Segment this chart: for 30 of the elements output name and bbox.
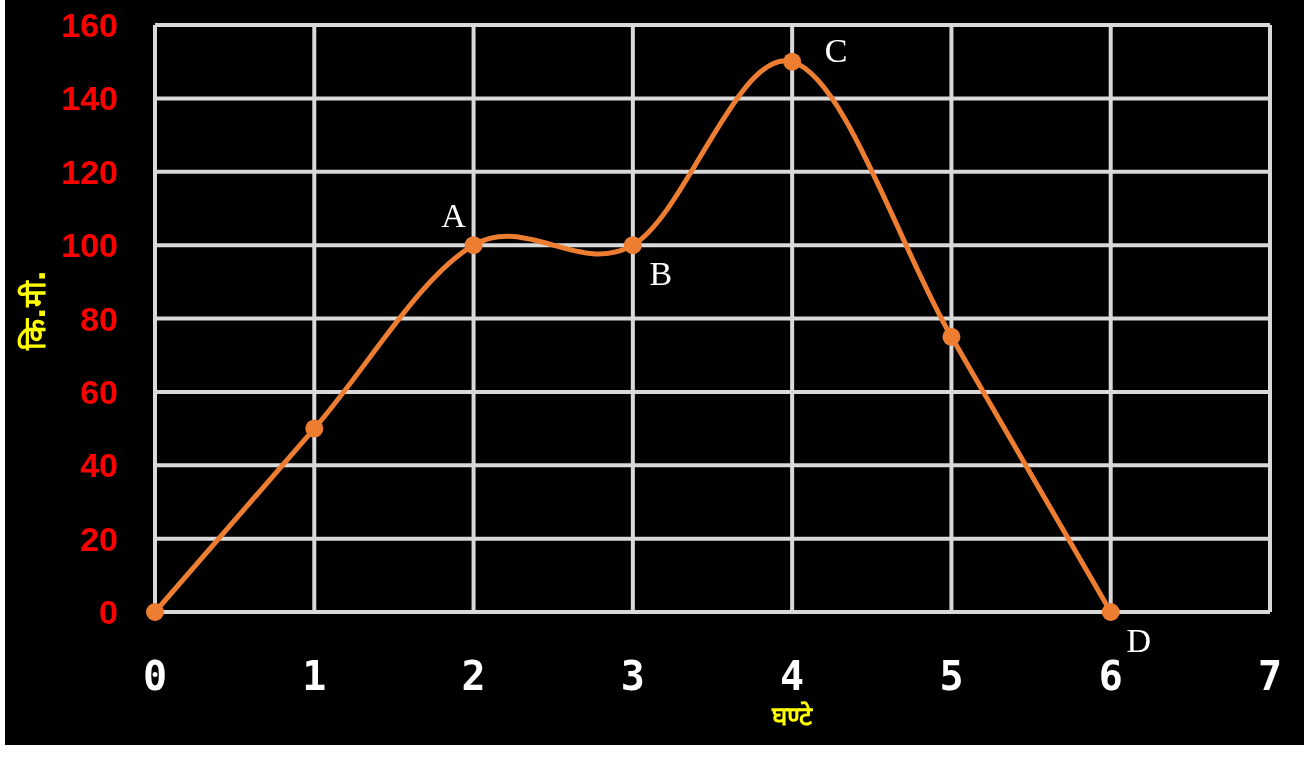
y-tick-label: 140: [61, 79, 118, 118]
y-tick-label: 60: [80, 372, 118, 411]
point: [942, 327, 961, 346]
x-tick-label: 4: [780, 653, 805, 699]
x-tick-label: 6: [1098, 653, 1123, 699]
y-tick-label: 120: [61, 152, 118, 191]
y-tick-label: 40: [80, 446, 118, 485]
point: [305, 419, 324, 438]
annotation: B: [649, 255, 673, 293]
y-axis-title: कि.मी.: [17, 270, 52, 351]
x-tick-label: 3: [620, 653, 645, 699]
x-tick-label: 1: [302, 653, 327, 699]
point: [623, 236, 642, 255]
y-tick-label: 20: [80, 519, 118, 558]
x-tick-label: 2: [461, 653, 486, 699]
x-tick-label: 0: [142, 653, 168, 699]
point: [146, 603, 164, 621]
point: [464, 236, 483, 255]
x-tick-label: 7: [1257, 653, 1283, 699]
point: [783, 52, 802, 71]
annotation: C: [824, 31, 848, 69]
x-tick-label: 5: [939, 653, 964, 699]
y-tick-label: 0: [99, 593, 118, 631]
point: [1101, 603, 1120, 621]
annotation: A: [441, 197, 467, 235]
y-tick-label: 160: [61, 6, 118, 44]
x-axis-title: घण्टे: [771, 701, 814, 731]
annotation: D: [1126, 622, 1151, 659]
y-tick-label: 80: [80, 299, 118, 338]
y-tick-label: 100: [61, 226, 118, 265]
